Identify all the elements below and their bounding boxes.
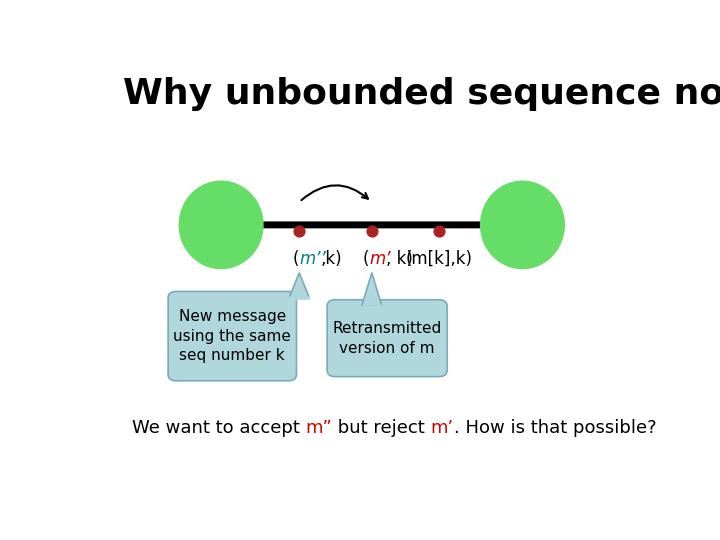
Text: . How is that possible?: . How is that possible? — [454, 419, 657, 437]
PathPatch shape — [361, 305, 382, 307]
Text: Retransmitted
version of m: Retransmitted version of m — [333, 321, 442, 355]
PathPatch shape — [361, 273, 382, 306]
Text: (m[k],k): (m[k],k) — [405, 250, 472, 268]
Text: , k): , k) — [386, 250, 413, 268]
Point — [366, 227, 377, 235]
Text: Why unbounded sequence no?: Why unbounded sequence no? — [124, 77, 720, 111]
Ellipse shape — [481, 181, 564, 268]
Text: m’: m’ — [431, 419, 454, 437]
Point — [433, 227, 444, 235]
Point — [294, 227, 305, 235]
Text: ,k): ,k) — [320, 250, 342, 268]
FancyBboxPatch shape — [327, 300, 447, 377]
PathPatch shape — [289, 296, 310, 299]
Text: m”: m” — [305, 419, 333, 437]
Text: We want to accept: We want to accept — [132, 419, 305, 437]
PathPatch shape — [289, 273, 310, 298]
Ellipse shape — [179, 181, 263, 268]
Text: (: ( — [363, 250, 369, 268]
FancyBboxPatch shape — [168, 292, 297, 381]
Text: m’: m’ — [369, 250, 390, 268]
Text: but reject: but reject — [333, 419, 431, 437]
Text: (: ( — [293, 250, 300, 268]
Text: New message
using the same
seq number k: New message using the same seq number k — [174, 309, 291, 363]
Text: m’’: m’’ — [300, 250, 326, 268]
